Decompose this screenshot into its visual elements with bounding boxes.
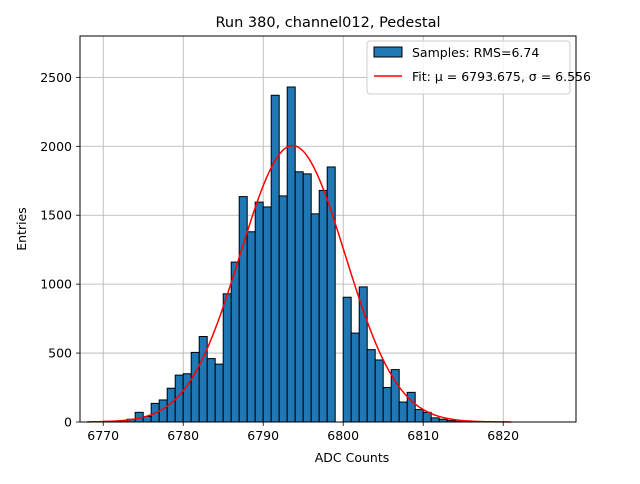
x-axis-label: ADC Counts — [315, 450, 390, 465]
histogram-bar — [271, 95, 279, 422]
histogram-bar — [287, 87, 295, 422]
y-axis-label: Entries — [14, 207, 29, 251]
x-tick-label: 6770 — [87, 428, 119, 443]
histogram-bar — [319, 190, 327, 422]
histogram-bar — [263, 207, 271, 422]
histogram-bar — [199, 337, 207, 422]
histogram-bar — [231, 262, 239, 422]
histogram-bar — [247, 232, 255, 422]
histogram-bar — [343, 297, 351, 422]
histogram-bar — [215, 364, 223, 422]
histogram-bar — [351, 333, 359, 422]
y-tick-label: 1500 — [40, 208, 72, 223]
x-tick-label: 6790 — [247, 428, 279, 443]
histogram-bar — [295, 172, 303, 422]
legend-fit-label: Fit: μ = 6793.675, σ = 6.556 — [412, 69, 591, 84]
histogram-bar — [207, 359, 215, 422]
histogram-bar — [303, 174, 311, 422]
x-tick-label: 6820 — [487, 428, 519, 443]
histogram-bar — [191, 352, 199, 422]
histogram-bar — [359, 287, 367, 422]
histogram-bar — [255, 202, 263, 422]
y-tick-label: 1000 — [40, 277, 72, 292]
histogram-bar — [367, 350, 375, 422]
legend: Samples: RMS=6.74 Fit: μ = 6793.675, σ =… — [367, 41, 591, 94]
histogram-bar — [383, 388, 391, 422]
y-tick-label: 500 — [48, 346, 72, 361]
histogram-bar — [399, 402, 407, 422]
histogram-bar — [223, 294, 231, 422]
histogram-bar — [239, 197, 247, 422]
histogram-bar — [279, 196, 287, 422]
y-tick-label: 2500 — [40, 70, 72, 85]
x-tick-label: 6800 — [327, 428, 359, 443]
legend-samples-swatch — [374, 47, 402, 57]
y-tick-label: 2000 — [40, 139, 72, 154]
histogram-bar — [431, 418, 439, 422]
y-tick-label: 0 — [64, 415, 72, 430]
chart-title: Run 380, channel012, Pedestal — [215, 15, 440, 31]
legend-samples-label: Samples: RMS=6.74 — [412, 45, 539, 60]
histogram-bar — [375, 360, 383, 422]
x-tick-label: 6780 — [167, 428, 199, 443]
histogram-bar — [415, 410, 423, 422]
x-tick-label: 6810 — [407, 428, 439, 443]
histogram-bar — [311, 214, 319, 422]
